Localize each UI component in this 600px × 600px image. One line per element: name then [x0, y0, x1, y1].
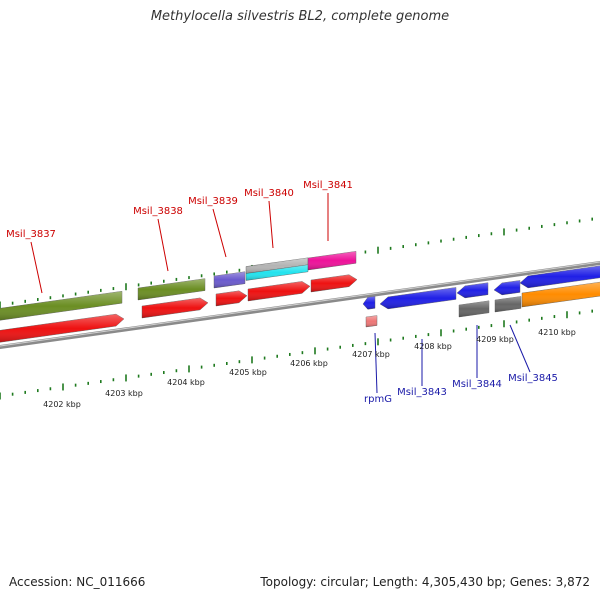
kbp-coordinate-label: 4206 kbp [290, 359, 328, 368]
gene-label-forward[interactable]: Msil_3840 [244, 188, 294, 199]
gene-label-reverse[interactable]: rpmG [364, 394, 392, 405]
label-leader-line [212, 208, 227, 258]
gene-msil-3840-feature-shading [246, 257, 308, 274]
gene-next-shading [522, 282, 600, 307]
gene-msil-3844-shading [459, 300, 489, 317]
gene-msil-3838-shading [138, 278, 205, 300]
kbp-coordinate-label: 4205 kbp [229, 368, 267, 377]
accession-label: Accession: NC_011666 [9, 575, 146, 589]
label-leader-line [509, 324, 531, 373]
gene-label-forward[interactable]: Msil_3837 [6, 229, 56, 240]
kbp-coordinate-label: 4203 kbp [105, 389, 143, 398]
label-leader-line [268, 200, 274, 249]
label-leader-line [30, 241, 43, 294]
kbp-coordinate-label: 4210 kbp [538, 328, 576, 337]
kbp-coordinate-label: 4209 kbp [476, 335, 514, 344]
gene-msil-3841-shading [308, 251, 356, 270]
gene-msil-3845-shading [495, 296, 521, 312]
cds-msil-3838-shading [142, 297, 208, 318]
gene-rpmg-shading [366, 315, 377, 327]
gene-label-reverse[interactable]: Msil_3844 [452, 379, 502, 390]
cds-msil-3840-shading [248, 281, 310, 301]
gene-label-forward[interactable]: Msil_3839 [188, 196, 238, 207]
label-leader-line [374, 332, 378, 394]
gene-label-forward[interactable]: Msil_3841 [303, 180, 353, 191]
kbp-coordinate-label: 4208 kbp [414, 342, 452, 351]
cds-next-shading [520, 265, 600, 288]
cds-msil-3841-shading [311, 274, 357, 292]
genome-summary: Topology: circular; Length: 4,305,430 bp… [260, 575, 590, 589]
cds-msil-3845-shading [494, 280, 520, 295]
genome-backbone [0, 261, 600, 349]
genome-title: Methylocella silvestris BL2, complete ge… [150, 9, 450, 24]
kbp-coordinate-label: 4204 kbp [167, 378, 205, 387]
gene-msil-3837-shading [0, 291, 122, 321]
cds-msil-3844-shading [457, 282, 488, 298]
cds-msil-3839-shading [216, 290, 247, 306]
kbp-coordinate-label: 4207 kbp [352, 350, 390, 359]
genome-backbone-highlight [0, 261, 600, 347]
kbp-coordinate-label: 4202 kbp [43, 400, 81, 409]
gene-label-reverse[interactable]: Msil_3843 [397, 387, 447, 398]
cds-msil-3837-shading [0, 314, 124, 343]
cds-rpmg-shading [363, 296, 375, 310]
gene-label-forward[interactable]: Msil_3838 [133, 206, 183, 217]
gene-msil-3840-shading [246, 264, 308, 281]
gene-msil-3839-shading [214, 271, 245, 288]
gene-label-reverse[interactable]: Msil_3845 [508, 373, 558, 384]
label-leader-line [157, 218, 169, 272]
cds-msil-3843-shading [380, 287, 456, 309]
lower-tick-row [0, 309, 594, 400]
